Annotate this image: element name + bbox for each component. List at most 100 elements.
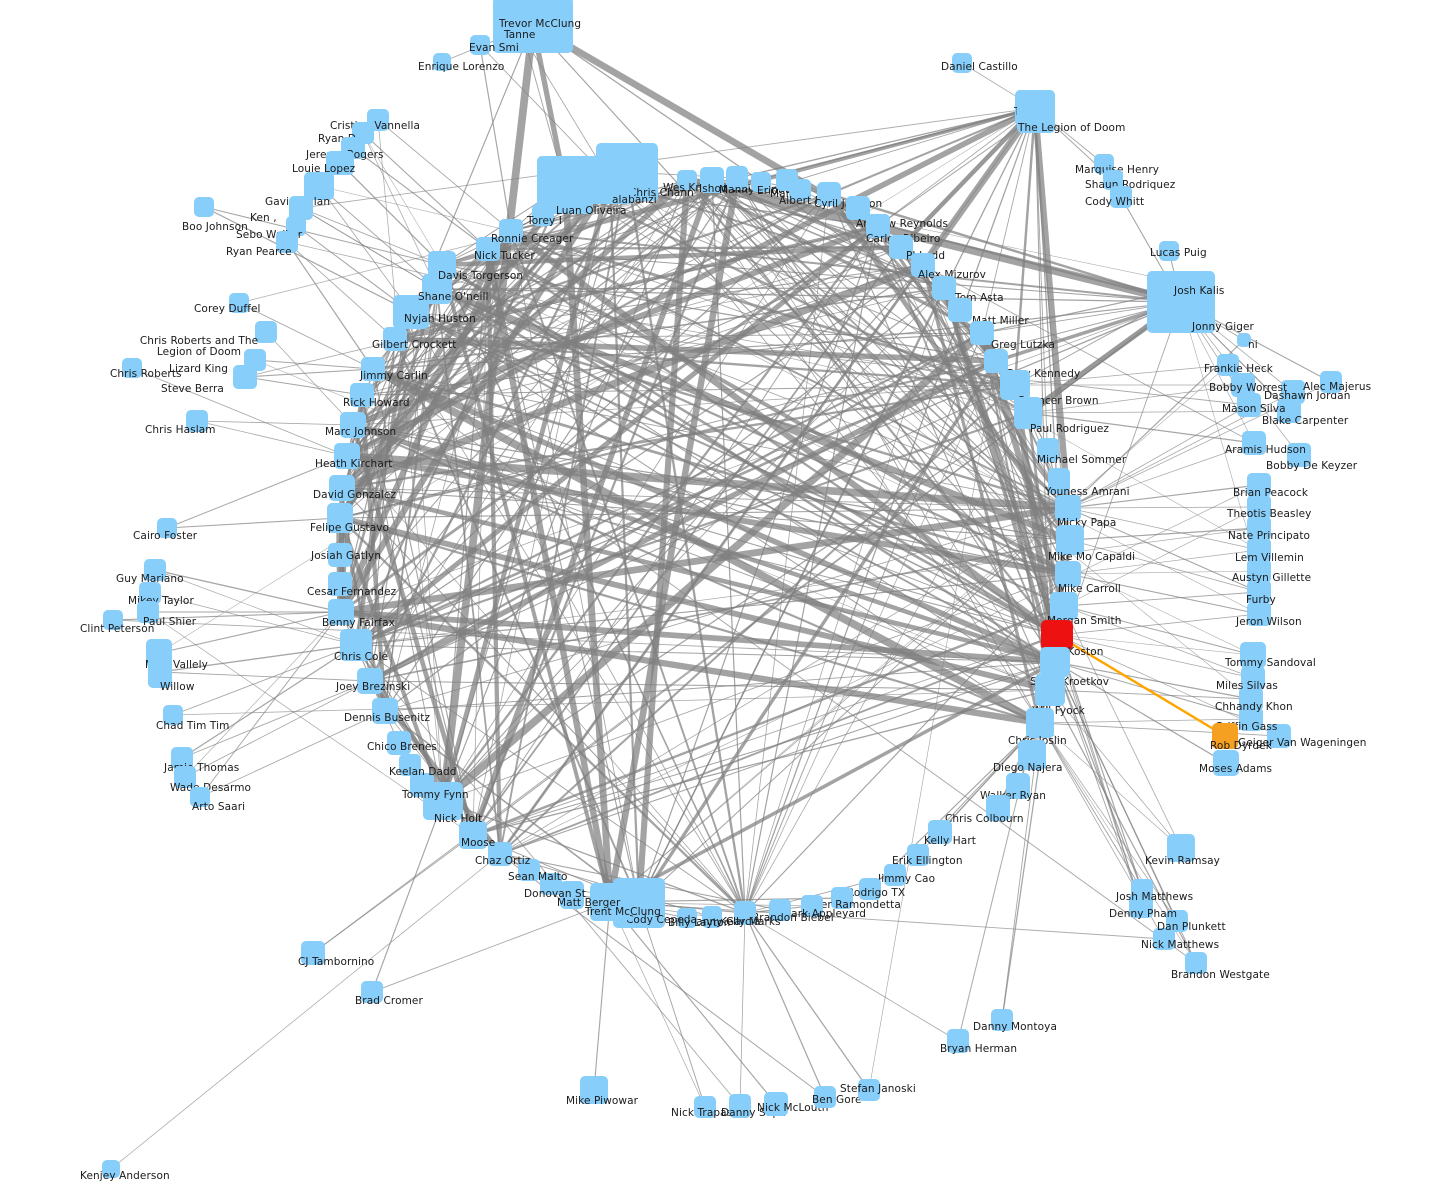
graph-node[interactable] bbox=[726, 166, 748, 190]
graph-node[interactable] bbox=[137, 601, 159, 623]
graph-node[interactable] bbox=[986, 795, 1010, 821]
graph-node[interactable] bbox=[163, 705, 183, 725]
graph-node[interactable] bbox=[1231, 373, 1255, 397]
graph-node[interactable] bbox=[532, 204, 554, 226]
graph-node[interactable] bbox=[1247, 580, 1271, 604]
graph-node[interactable] bbox=[350, 383, 374, 407]
graph-node[interactable] bbox=[991, 1009, 1013, 1031]
graph-node[interactable] bbox=[372, 698, 398, 724]
graph-node[interactable] bbox=[932, 276, 956, 300]
graph-node[interactable] bbox=[789, 179, 811, 201]
graph-node[interactable] bbox=[340, 412, 366, 438]
graph-node[interactable] bbox=[1217, 354, 1239, 376]
graph-node[interactable] bbox=[428, 251, 456, 279]
graph-node[interactable] bbox=[831, 887, 853, 909]
graph-node[interactable] bbox=[340, 629, 372, 661]
graph-node[interactable] bbox=[327, 503, 353, 533]
graph-node[interactable] bbox=[590, 883, 630, 921]
graph-node[interactable] bbox=[580, 1076, 608, 1104]
graph-node[interactable] bbox=[1014, 397, 1042, 429]
graph-node[interactable] bbox=[1239, 707, 1263, 731]
graph-node[interactable] bbox=[326, 151, 354, 175]
graph-node[interactable] bbox=[858, 1079, 880, 1101]
graph-node[interactable] bbox=[1241, 666, 1265, 690]
graph-node[interactable] bbox=[1247, 602, 1271, 626]
graph-node[interactable] bbox=[677, 908, 697, 928]
graph-node[interactable] bbox=[952, 53, 972, 73]
graph-node[interactable] bbox=[518, 859, 540, 881]
graph-node[interactable] bbox=[1213, 750, 1239, 776]
graph-node[interactable] bbox=[329, 475, 355, 501]
graph-node[interactable] bbox=[1041, 620, 1073, 650]
graph-node[interactable] bbox=[984, 349, 1008, 373]
graph-node[interactable] bbox=[859, 878, 881, 900]
graph-node[interactable] bbox=[186, 410, 208, 432]
graph-node[interactable] bbox=[734, 901, 756, 925]
graph-node[interactable] bbox=[1247, 538, 1271, 562]
graph-node[interactable] bbox=[328, 543, 352, 567]
graph-node[interactable] bbox=[383, 327, 407, 351]
graph-node[interactable] bbox=[1017, 97, 1055, 133]
graph-node[interactable] bbox=[1320, 371, 1342, 393]
graph-node[interactable] bbox=[255, 321, 277, 343]
graph-node[interactable] bbox=[1000, 370, 1030, 400]
graph-node[interactable] bbox=[1006, 773, 1030, 799]
graph-node[interactable] bbox=[357, 668, 383, 694]
graph-node[interactable] bbox=[499, 219, 523, 243]
graph-node[interactable] bbox=[102, 1160, 120, 1178]
graph-node[interactable] bbox=[1110, 186, 1132, 208]
graph-node[interactable] bbox=[540, 873, 562, 895]
graph-node[interactable] bbox=[194, 197, 214, 217]
graph-node[interactable] bbox=[801, 895, 823, 917]
graph-node[interactable] bbox=[157, 518, 177, 538]
graph-node[interactable] bbox=[399, 754, 421, 776]
graph-node[interactable] bbox=[907, 844, 929, 866]
graph-node[interactable] bbox=[328, 572, 352, 596]
graph-node[interactable] bbox=[1094, 154, 1114, 174]
graph-node[interactable] bbox=[1159, 241, 1179, 261]
graph-node[interactable] bbox=[144, 559, 166, 581]
graph-node[interactable] bbox=[328, 599, 354, 625]
graph-node[interactable] bbox=[229, 293, 249, 313]
graph-node[interactable] bbox=[1018, 740, 1046, 770]
graph-node[interactable] bbox=[1167, 834, 1195, 862]
graph-node[interactable] bbox=[103, 610, 123, 630]
graph-node[interactable] bbox=[1037, 438, 1059, 462]
graph-node[interactable] bbox=[1055, 495, 1081, 521]
graph-node[interactable] bbox=[476, 237, 500, 261]
graph-node[interactable] bbox=[1237, 393, 1261, 417]
graph-node[interactable] bbox=[301, 941, 325, 965]
graph-node[interactable] bbox=[171, 747, 193, 769]
graph-node[interactable] bbox=[334, 443, 360, 469]
graph-node[interactable] bbox=[387, 731, 411, 755]
graph-node[interactable] bbox=[970, 321, 994, 345]
graph-node[interactable] bbox=[1050, 592, 1078, 620]
graph-node[interactable] bbox=[884, 864, 906, 886]
graph-node[interactable] bbox=[139, 582, 161, 604]
graph-node[interactable] bbox=[233, 365, 257, 389]
graph-node[interactable] bbox=[866, 214, 890, 238]
graph-node[interactable] bbox=[694, 1096, 716, 1118]
graph-node[interactable] bbox=[1247, 495, 1271, 519]
graph-node[interactable] bbox=[1048, 468, 1070, 494]
graph-node[interactable] bbox=[1281, 380, 1305, 404]
graph-node[interactable] bbox=[700, 167, 724, 193]
graph-node[interactable] bbox=[948, 298, 972, 322]
graph-node[interactable] bbox=[1247, 516, 1271, 540]
graph-node[interactable] bbox=[560, 881, 584, 909]
graph-node[interactable] bbox=[1287, 443, 1311, 467]
graph-node[interactable] bbox=[889, 235, 913, 259]
graph-node[interactable] bbox=[1026, 708, 1054, 738]
graph-node[interactable] bbox=[1185, 952, 1207, 974]
graph-node[interactable] bbox=[361, 357, 385, 381]
graph-node[interactable] bbox=[586, 156, 634, 204]
graph-node[interactable] bbox=[511, 27, 537, 49]
graph-node[interactable] bbox=[1247, 559, 1271, 583]
graph-node[interactable] bbox=[1153, 928, 1175, 950]
graph-node[interactable] bbox=[1242, 431, 1266, 455]
graph-node[interactable] bbox=[1212, 723, 1238, 749]
graph-node[interactable] bbox=[729, 1094, 751, 1118]
graph-node[interactable] bbox=[702, 906, 722, 928]
graph-node[interactable] bbox=[928, 820, 952, 844]
graph-node[interactable] bbox=[459, 821, 487, 849]
